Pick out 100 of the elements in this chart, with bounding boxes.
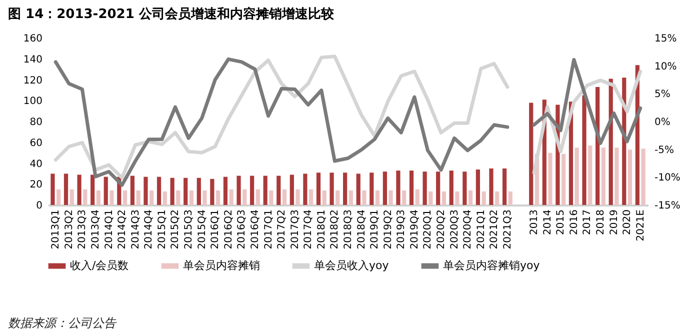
bar [462, 172, 467, 205]
x-tick-label: 2014Q2 [117, 210, 128, 250]
bar [562, 154, 566, 205]
chart-title: 图 14：2013-2021 公司会员增速和内容摊销增速比较 [8, 6, 335, 22]
bar [156, 176, 162, 205]
bar [370, 172, 374, 205]
source-note: 数据来源：公司公告 [8, 316, 117, 330]
y2-tick-label: -15% [654, 200, 680, 212]
x-tick-label: 2016Q2 [223, 210, 234, 250]
bar [196, 178, 201, 205]
y-tick-label: 140 [23, 54, 42, 66]
x-tick-label: 2019 [608, 210, 620, 235]
bar [529, 102, 534, 205]
bar [56, 189, 61, 205]
y2-tick-label: 10% [654, 61, 677, 72]
y2-tick-label: 0% [654, 117, 670, 128]
bar [582, 95, 586, 205]
x-tick-label: 2019Q1 [370, 210, 381, 250]
bar [70, 189, 74, 205]
bar [415, 189, 420, 205]
bar [482, 191, 486, 205]
x-tick-label: 2017Q3 [290, 210, 301, 250]
bar [449, 170, 454, 205]
bar [436, 172, 440, 205]
bar [316, 172, 321, 205]
bar [96, 190, 100, 205]
bar [362, 190, 366, 205]
bar [382, 172, 387, 205]
y-tick-label: 0 [36, 200, 42, 212]
bar [336, 190, 340, 205]
bar [176, 190, 180, 205]
bar [641, 148, 646, 205]
bar [614, 148, 619, 205]
bar [162, 191, 167, 205]
bar [601, 148, 606, 205]
bar [396, 170, 400, 205]
x-tick-label: 2014Q1 [104, 210, 115, 250]
x-tick-label: 2020Q4 [462, 210, 474, 250]
bar [495, 191, 500, 205]
legend-label: 单会员收入yoy [314, 259, 390, 272]
x-tick-label: 2019Q4 [409, 210, 420, 250]
bar [189, 190, 194, 205]
x-tick-label: 2016 [568, 210, 580, 235]
x-tick-label: 2016Q4 [250, 210, 261, 250]
bar [402, 190, 406, 205]
bar [276, 176, 281, 205]
x-tick-label: 2018Q2 [330, 210, 341, 250]
bar [50, 174, 55, 205]
bar [216, 190, 220, 205]
y-tick-label: 160 [23, 34, 42, 44]
bar [309, 189, 314, 205]
bar [348, 190, 353, 205]
bar [122, 190, 128, 205]
bar [296, 189, 300, 205]
bar [184, 178, 188, 205]
bar [90, 174, 95, 205]
legend-label: 单会员内容摊销yoy [443, 259, 540, 272]
x-tick-label: 2021E [635, 210, 646, 242]
x-tick-label: 2013Q2 [64, 210, 75, 250]
bar [170, 178, 174, 205]
bar [476, 170, 480, 205]
x-tick-label: 2021Q2 [489, 210, 500, 250]
bar [343, 172, 348, 205]
bar [322, 190, 326, 205]
x-tick-label: 2016Q3 [236, 210, 248, 250]
bar [388, 190, 393, 205]
x-tick-label: 2013Q3 [77, 210, 88, 250]
x-tick-label: 2018Q1 [316, 210, 328, 250]
x-tick-label: 2015 [556, 210, 567, 235]
bar [330, 172, 334, 205]
x-tick-label: 2018Q4 [356, 210, 368, 250]
x-tick-label: 2015Q2 [170, 210, 182, 250]
y-tick-label: 100 [23, 96, 42, 108]
x-tick-label: 2013 [529, 210, 540, 235]
bar [144, 176, 148, 205]
x-tick-label: 2020 [622, 210, 634, 235]
x-tick-label: 2017 [582, 210, 594, 235]
bar [508, 191, 512, 205]
bar [110, 190, 114, 205]
bar [303, 174, 308, 205]
bar [202, 190, 207, 205]
bar [574, 148, 579, 205]
bar [130, 176, 134, 205]
x-tick-label: 2015Q4 [196, 210, 208, 250]
bar [428, 191, 433, 205]
x-tick-label: 2019Q3 [396, 210, 408, 250]
x-tick-label: 2021Q1 [476, 210, 487, 250]
x-tick-label: 2020Q3 [449, 210, 460, 250]
x-tick-label: 2020Q2 [436, 210, 448, 250]
bar [77, 174, 82, 205]
bar [210, 178, 214, 205]
bar [282, 189, 287, 205]
y-tick-label: 60 [30, 138, 42, 149]
bar [455, 191, 460, 205]
x-tick-label: 2017Q1 [263, 210, 274, 250]
x-tick-label: 2018 [595, 210, 606, 235]
bar [588, 146, 592, 205]
x-tick-label: 2021Q3 [502, 210, 514, 250]
legend-label: 收入/会员数 [70, 259, 129, 272]
bar [422, 172, 427, 205]
